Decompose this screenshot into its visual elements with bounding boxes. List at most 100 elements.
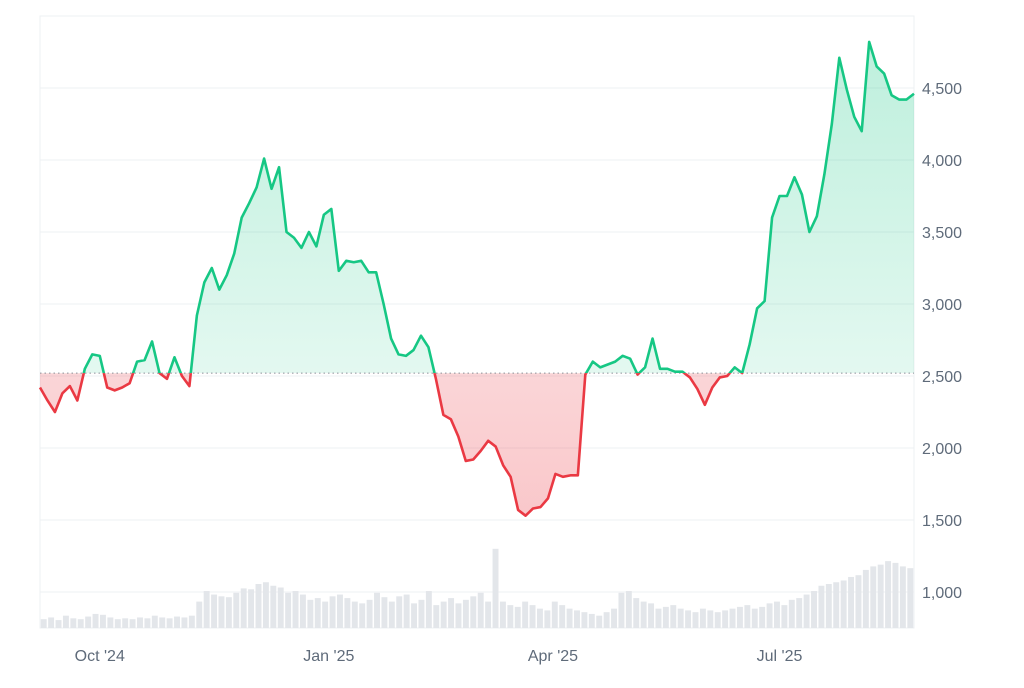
volume-bar: [351, 601, 358, 628]
volume-bar: [299, 594, 306, 628]
volume-bar: [788, 599, 795, 628]
volume-bar: [855, 575, 862, 628]
volume-bar: [907, 568, 914, 628]
area-below-baseline: [40, 373, 914, 516]
volume-bar: [225, 597, 232, 628]
volume-bar: [588, 613, 595, 628]
volume-bar: [307, 599, 314, 628]
volume-bar: [499, 601, 506, 628]
volume-bar: [277, 587, 284, 628]
volume-bar: [662, 606, 669, 628]
y-tick-label: 2,500: [922, 369, 962, 386]
area-above-baseline: [83, 41, 914, 374]
y-tick-label: 3,000: [922, 297, 962, 314]
x-axis-labels: Oct '24 Jan '25 Apr '25 Jul '25: [75, 648, 803, 665]
volume-bar: [151, 615, 158, 628]
y-tick-label: 3,500: [922, 225, 962, 242]
volume-bar: [374, 592, 380, 628]
volume-bar: [440, 601, 447, 628]
volume-bar: [470, 596, 477, 628]
volume-bar: [899, 566, 906, 628]
volume-bar: [655, 608, 662, 628]
volume-bar: [211, 594, 218, 628]
volume-bar: [581, 612, 588, 628]
volume-bar: [381, 597, 388, 628]
y-tick-label: 4,500: [922, 81, 962, 98]
volume-bar: [825, 584, 832, 628]
volume-bar: [359, 603, 366, 628]
volume-bar: [781, 605, 788, 628]
volume-bar: [403, 594, 410, 628]
x-tick-label: Apr '25: [528, 648, 578, 665]
volume-bar: [314, 598, 321, 628]
volume-bar: [99, 614, 106, 628]
volume-bar: [137, 617, 143, 628]
x-tick-label: Jul '25: [757, 648, 803, 665]
volume-bar: [55, 620, 62, 628]
volume-bar: [670, 605, 677, 628]
volume-bar: [240, 588, 247, 628]
volume-bar: [811, 591, 817, 628]
volume-bar: [166, 618, 173, 628]
volume-bar: [840, 580, 847, 628]
volume-bar: [366, 599, 373, 628]
volume-bar: [492, 548, 499, 628]
volume-bar: [107, 617, 114, 628]
volume-bar: [92, 613, 99, 628]
volume-bar: [322, 601, 329, 628]
volume-bar: [870, 566, 877, 628]
volume-bar: [255, 584, 262, 628]
volume-bar: [833, 582, 840, 628]
y-axis-labels: 1,000 1,500 2,000 2,500 3,000 3,500 4,000 4,500: [922, 81, 962, 602]
volume-bar: [551, 601, 558, 628]
volume-bar: [292, 591, 299, 628]
volume-bar: [233, 592, 240, 628]
volume-bar: [174, 616, 180, 628]
volume-bar: [425, 591, 432, 628]
volume-bars: [40, 548, 914, 628]
volume-bar: [218, 596, 225, 628]
volume-bar: [77, 619, 84, 628]
y-tick-label: 2,000: [922, 441, 962, 458]
volume-bar: [270, 585, 277, 628]
volume-bar: [48, 617, 55, 628]
volume-bar: [759, 606, 766, 628]
volume-bar: [862, 569, 869, 628]
volume-bar: [640, 601, 647, 628]
volume-bar: [699, 608, 706, 628]
volume-bar: [766, 603, 773, 628]
volume-bar: [455, 603, 462, 628]
volume-bar: [114, 619, 121, 628]
volume-bar: [692, 612, 699, 628]
volume-bar: [40, 619, 47, 628]
volume-bar: [388, 601, 395, 628]
volume-bar: [337, 594, 343, 628]
volume-bar: [529, 605, 536, 628]
volume-bar: [188, 615, 195, 628]
volume-bar: [448, 598, 455, 628]
volume-bar: [248, 589, 255, 628]
volume-bar: [62, 615, 69, 628]
x-tick-label: Jan '25: [303, 648, 354, 665]
volume-bar: [803, 594, 810, 628]
volume-bar: [411, 603, 418, 628]
volume-bar: [507, 605, 514, 628]
volume-bar: [633, 598, 640, 628]
volume-bar: [536, 608, 543, 628]
volume-bar: [559, 605, 566, 628]
volume-bar: [196, 601, 203, 628]
volume-bar: [722, 610, 729, 628]
y-tick-label: 1,000: [922, 585, 962, 602]
volume-bar: [544, 610, 551, 628]
volume-bar: [70, 618, 77, 628]
volume-bar: [877, 564, 884, 628]
volume-bar: [122, 618, 129, 628]
volume-bar: [144, 618, 151, 628]
volume-bar: [514, 606, 521, 628]
price-area: [40, 41, 914, 516]
volume-bar: [611, 608, 617, 628]
volume-bar: [818, 585, 825, 628]
volume-bar: [714, 612, 721, 628]
volume-bar: [774, 601, 780, 628]
